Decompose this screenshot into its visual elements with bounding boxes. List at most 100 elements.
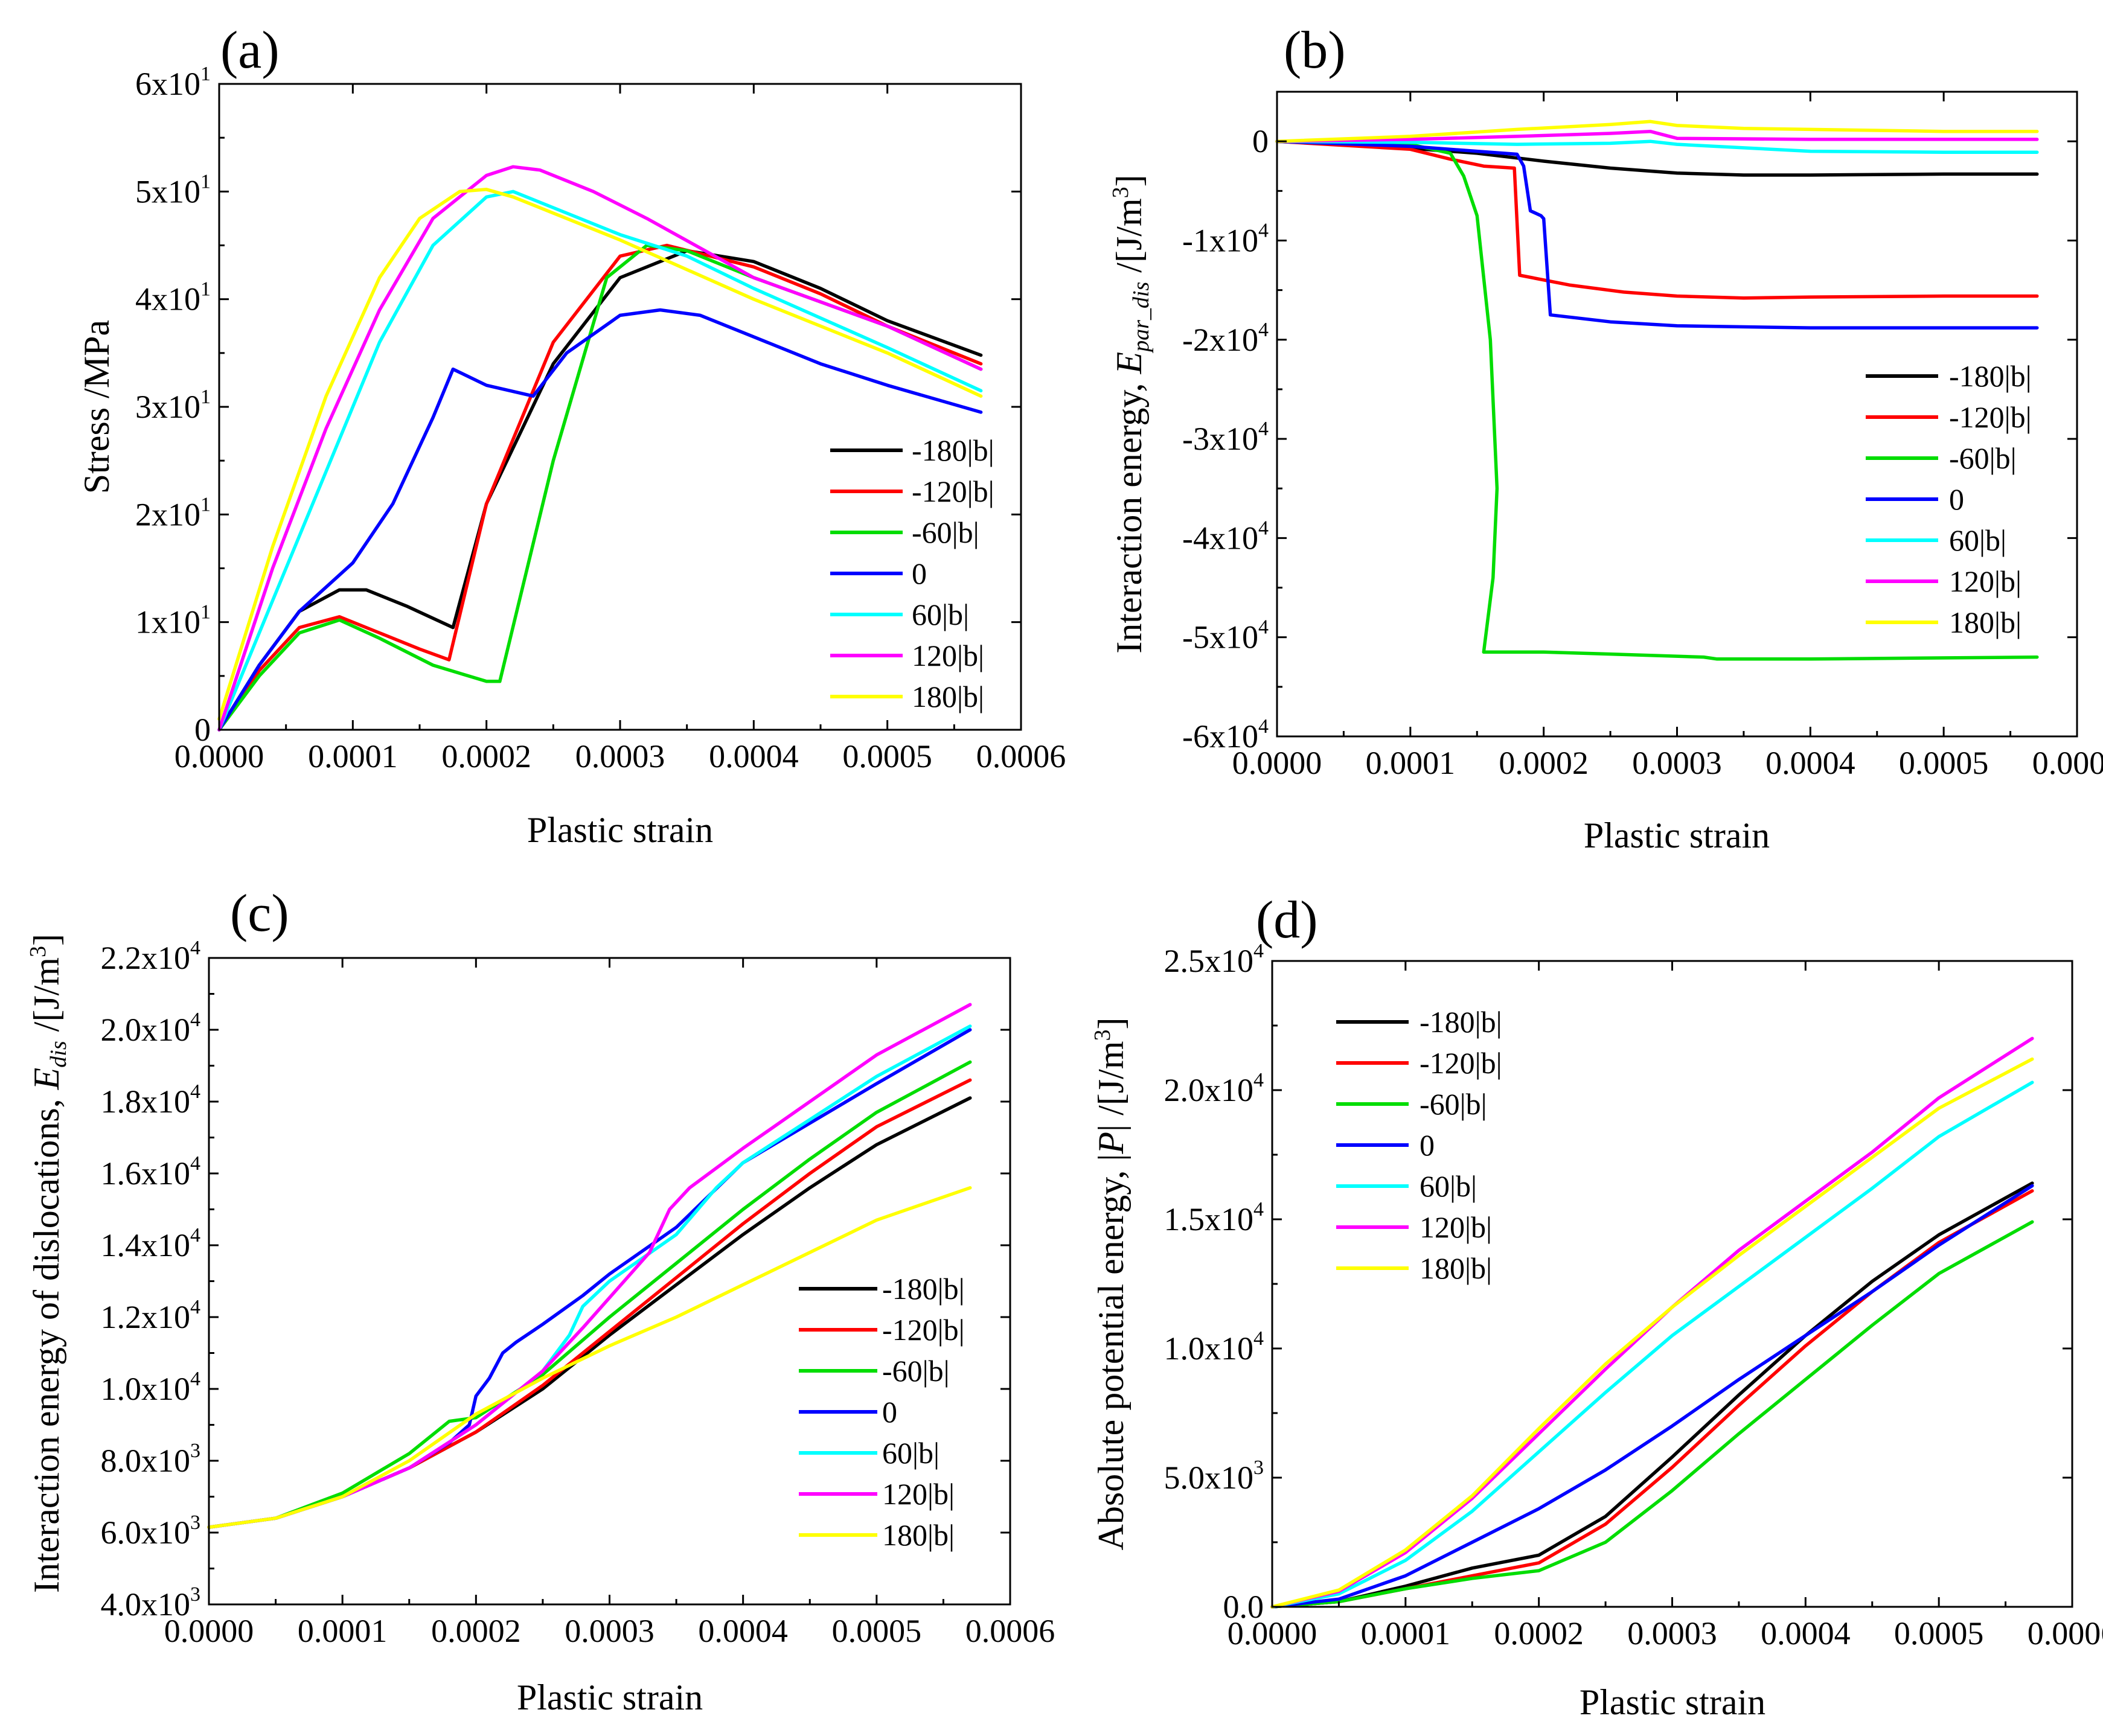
panel-label: (d) [1256, 891, 1318, 949]
y-tick-label: 8.0x103 [101, 1440, 201, 1479]
legend-label: -120|b| [1420, 1046, 1502, 1080]
x-tick-label: 0.0002 [1494, 1615, 1584, 1651]
y-tick-label: 1.4x104 [101, 1224, 201, 1263]
y-tick-label: -3x104 [1182, 418, 1269, 457]
y-tick-label: 2.0x104 [101, 1009, 201, 1048]
y-tick-label: 1.8x104 [101, 1080, 201, 1120]
x-tick-label: 0.0000 [164, 1613, 254, 1649]
y-tick-label: 0.0 [1223, 1589, 1264, 1625]
x-axis-title: Plastic strain [517, 1677, 703, 1717]
legend: -180|b| -120|b| -60|b| 0 60|b| 120|b| 180|b| [799, 1272, 965, 1552]
y-tick-label: -6x104 [1182, 715, 1269, 755]
x-tick-label: 0.0003 [1632, 745, 1722, 781]
y-axis-title: Absolute potential energy, |P| /[J/m3] [1090, 1018, 1131, 1551]
series-group [217, 165, 983, 732]
chart-panel-4: (d) 0.0000 0.0001 0.0002 0.0003 0.0004 0.0005 0… [1090, 891, 2103, 1722]
legend-label: -60|b| [882, 1354, 950, 1388]
x-tick-label: 0.0001 [298, 1613, 388, 1649]
x-tick-label: 0.0003 [565, 1613, 655, 1649]
series-line-180b [217, 188, 983, 721]
series-line--120b [207, 1078, 972, 1529]
y-tick-label: 3x101 [135, 386, 211, 425]
panel-label: (a) [220, 21, 280, 80]
legend-label: 180|b| [1420, 1251, 1492, 1285]
legend-label: -60|b| [1949, 441, 2017, 475]
x-tick-label: 0.0006 [976, 738, 1066, 774]
x-tick-label: 0.0004 [1761, 1615, 1851, 1651]
legend-label: 60|b| [912, 598, 969, 631]
x-axis-title: Plastic strain [1580, 1682, 1765, 1722]
series-line-120b [1270, 1036, 2034, 1609]
series-line-120b [1275, 129, 2039, 143]
x-tick-label: 0.0005 [832, 1613, 922, 1649]
y-axis-title: Interaction energy of dislocations, Edis… [25, 934, 71, 1593]
series-line-120b [207, 1003, 972, 1529]
legend-label: 0 [1949, 482, 1964, 516]
chart-panel-2: (b) 0.0000 0.0001 0.0002 0.0003 0.0004 0.0005 0… [1108, 21, 2103, 855]
series-group [1270, 1036, 2034, 1609]
x-axis-title: Plastic strain [527, 810, 713, 850]
x-tick-label: 0.0004 [709, 738, 799, 774]
y-tick-label: 1.6x104 [101, 1152, 201, 1192]
y-tick-label: 4x101 [135, 278, 211, 318]
series-line--60b [1275, 139, 2039, 661]
legend-label: -180|b| [882, 1272, 965, 1306]
x-tick-label: 0.0005 [1894, 1615, 1984, 1651]
x-tick-label: 0.0006 [2028, 1615, 2103, 1651]
x-tick-label: 0.0005 [1899, 745, 1989, 781]
legend-label: 120|b| [912, 639, 984, 672]
series-line-0 [217, 308, 983, 732]
y-tick-label: -4x104 [1182, 517, 1269, 556]
legend-label: 60|b| [1420, 1169, 1477, 1203]
series-line--180b [1270, 1181, 2034, 1609]
series-line-0 [1275, 139, 2039, 330]
x-tick-label: 0.0003 [1627, 1615, 1717, 1651]
legend-label: 0 [1420, 1128, 1435, 1162]
x-tick-label: 0.0004 [1765, 745, 1855, 781]
panel-label: (b) [1284, 21, 1346, 80]
legend-label: -60|b| [912, 515, 979, 549]
y-tick-label: 1.2x104 [101, 1296, 201, 1335]
x-tick-label: 0.0001 [1366, 745, 1456, 781]
legend-label: 180|b| [1949, 605, 2021, 639]
series-line--60b [1270, 1220, 2034, 1609]
series-line-60b [1270, 1080, 2034, 1609]
series-line-120b [217, 165, 983, 732]
y-tick-label: 0 [1252, 123, 1269, 159]
plot-frame [218, 83, 1022, 731]
y-tick-label: -2x104 [1182, 319, 1269, 358]
y-tick-label: 6.0x103 [101, 1511, 201, 1551]
chart-panel-3: (c) 0.0000 0.0001 0.0002 0.0003 0.0004 0.0005 0… [25, 884, 1055, 1717]
x-tick-label: 0.0006 [2032, 745, 2103, 781]
legend-label: 180|b| [882, 1518, 955, 1552]
legend-label: 120|b| [882, 1477, 955, 1511]
legend-label: 120|b| [1420, 1210, 1492, 1244]
y-tick-label: 4.0x103 [101, 1583, 201, 1623]
x-axis-title: Plastic strain [1584, 815, 1770, 855]
y-tick-label: 1.0x104 [1164, 1327, 1264, 1367]
y-tick-label: 2x101 [135, 493, 211, 532]
series-group [207, 1003, 972, 1529]
y-tick-label: 1.5x104 [1164, 1198, 1264, 1237]
series-line--120b [1275, 139, 2039, 300]
y-axis-title: Stress /MPa [77, 320, 117, 494]
series-line-60b [1275, 139, 2039, 154]
x-tick-label: 0.0004 [698, 1613, 788, 1649]
y-tick-label: 2.5x104 [1164, 940, 1264, 979]
legend-label: -120|b| [912, 474, 994, 508]
series-line--120b [1270, 1189, 2034, 1609]
series-line--180b [207, 1096, 972, 1529]
x-tick-label: 0.0002 [441, 738, 531, 774]
y-tick-label: 1x101 [135, 601, 211, 640]
series-line--60b [217, 243, 983, 732]
series-line--60b [207, 1060, 972, 1529]
x-tick-label: 0.0000 [1232, 745, 1322, 781]
x-tick-label: 0.0005 [842, 738, 932, 774]
legend-label: -180|b| [912, 433, 994, 467]
series-line--120b [217, 243, 983, 732]
legend-label: 0 [912, 557, 927, 590]
y-tick-label: 1.0x104 [101, 1368, 201, 1407]
series-line-60b [217, 190, 983, 732]
legend-label: -120|b| [882, 1313, 965, 1347]
